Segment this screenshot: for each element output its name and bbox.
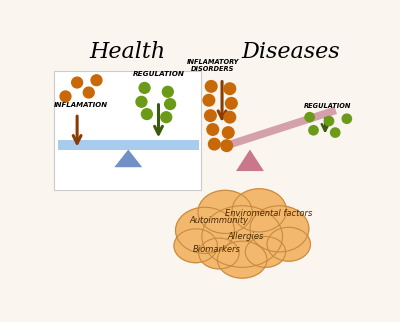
Circle shape [205,80,217,92]
Ellipse shape [245,237,286,267]
Circle shape [161,112,172,123]
Ellipse shape [267,227,310,261]
Ellipse shape [198,190,252,233]
Circle shape [207,124,218,135]
Text: Enviromental factors: Enviromental factors [225,209,312,218]
Text: Diseases: Diseases [241,41,340,63]
Circle shape [165,99,176,109]
Circle shape [224,83,236,94]
Circle shape [205,110,216,121]
Circle shape [305,113,314,122]
Circle shape [162,86,173,97]
Text: REGULATION: REGULATION [304,103,351,109]
Circle shape [136,96,147,107]
Ellipse shape [218,241,267,278]
Circle shape [60,91,71,102]
Circle shape [342,114,352,123]
Polygon shape [114,149,142,167]
FancyBboxPatch shape [54,71,201,190]
Ellipse shape [232,189,286,232]
Circle shape [330,128,340,137]
Text: Autoimmunity: Autoimmunity [189,216,248,225]
Ellipse shape [202,206,282,267]
Circle shape [208,138,220,150]
Circle shape [222,127,234,138]
Ellipse shape [174,229,218,263]
Circle shape [142,109,152,119]
Circle shape [309,126,318,135]
Circle shape [324,117,334,126]
Text: INFLAMATORY
DISORDERS: INFLAMATORY DISORDERS [186,60,239,72]
FancyBboxPatch shape [58,140,199,149]
Ellipse shape [250,206,309,252]
Text: Health: Health [89,41,166,63]
Circle shape [91,75,102,86]
Text: REGULATION: REGULATION [132,71,184,77]
Circle shape [139,82,150,93]
Circle shape [224,111,236,123]
Circle shape [226,98,237,109]
Ellipse shape [199,238,239,269]
Text: Allergies: Allergies [227,232,264,241]
Circle shape [221,140,232,151]
Ellipse shape [176,207,234,253]
Circle shape [72,77,82,88]
Circle shape [203,94,215,106]
Polygon shape [220,107,337,151]
Circle shape [83,87,94,98]
Polygon shape [236,149,264,171]
Text: INFLAMATION: INFLAMATION [54,102,108,108]
Text: Biomarkers: Biomarkers [193,245,240,254]
